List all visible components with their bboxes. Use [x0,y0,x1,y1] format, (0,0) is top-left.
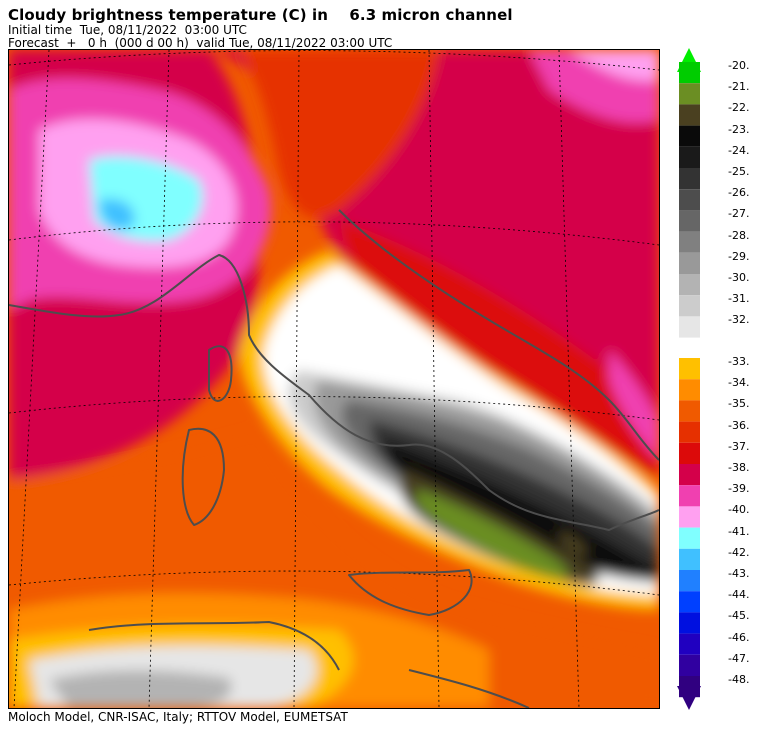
legend-label: -43. [728,567,750,580]
legend-label: -37. [728,439,750,453]
legend-label: -28. [728,228,750,242]
legend-swatch [679,612,700,634]
legend-swatch [679,104,700,126]
footer-credits: Moloch Model, CNR-ISAC, Italy; RTTOV Mod… [8,710,348,724]
legend-swatch [679,464,700,486]
legend-label: -36. [728,418,750,432]
legend-swatch [679,146,700,168]
legend-label: -42. [728,545,750,559]
legend-label: -48. [728,673,750,686]
legend-label: -45. [728,609,750,623]
legend-swatch [679,252,700,274]
legend-label: -32. [728,313,750,327]
legend-label: -24. [728,143,750,157]
legend-swatch [679,570,700,592]
legend-swatch [679,210,700,232]
legend-label: -26. [728,186,750,200]
legend-swatch [679,633,700,655]
legend-swatch [679,485,700,507]
legend-label: -29. [728,249,750,263]
legend-label: -46. [728,630,750,644]
legend-swatch [679,62,700,84]
legend-swatch [679,506,700,528]
legend-swatch [679,527,700,549]
legend-label: -47. [728,651,750,665]
legend-label: -44. [728,588,750,602]
legend-swatch [679,548,700,570]
legend-label: -40. [728,503,750,517]
legend-label: -20. [728,59,750,72]
legend-swatch [679,654,700,676]
legend-swatch [679,274,700,296]
forecast-time: Forecast + 0 h (000 d 00 h) valid Tue, 0… [8,36,393,50]
legend-label: -25. [728,165,750,178]
legend-swatch [679,442,700,464]
legend-swatch [679,189,700,211]
legend-label: -34. [728,376,750,390]
brightness-temperature-map [9,50,659,708]
legend-swatch [679,379,700,401]
lat-lon-grid [9,50,659,708]
legend-swatch [679,125,700,147]
legend-swatch [679,168,700,190]
legend-swatch [679,295,700,317]
legend-swatch [679,400,700,422]
legend-swatch [679,316,700,338]
legend-swatch [679,231,700,253]
map-panel [8,49,660,709]
color-scale-bar [677,48,701,710]
legend-label: -31. [728,292,750,306]
legend-label: -21. [728,80,750,94]
legend-label: -38. [728,461,750,474]
chart-title: Cloudy brightness temperature (C) in 6.3… [8,6,513,24]
legend-label: -27. [728,207,750,221]
legend-label: -35. [728,397,750,411]
legend-swatch [679,358,700,380]
legend-label: -23. [728,122,750,136]
legend-label: -39. [728,482,750,496]
coastlines [9,209,659,708]
legend-label: -33. [728,355,750,368]
legend-swatch [679,83,700,105]
legend-swatch [679,591,700,613]
legend-swatch [679,421,700,443]
legend-label: -30. [728,271,750,284]
legend-label: -22. [728,101,750,115]
legend-label: -41. [728,524,750,538]
color-scale-legend: -20. -21. -22. -23. -24. -25. -26. -27. -28. -29.… [676,48,760,713]
color-scale-bottom-arrow [677,686,701,710]
initial-time: Initial time Tue, 08/11/2022 03:00 UTC [8,23,247,37]
